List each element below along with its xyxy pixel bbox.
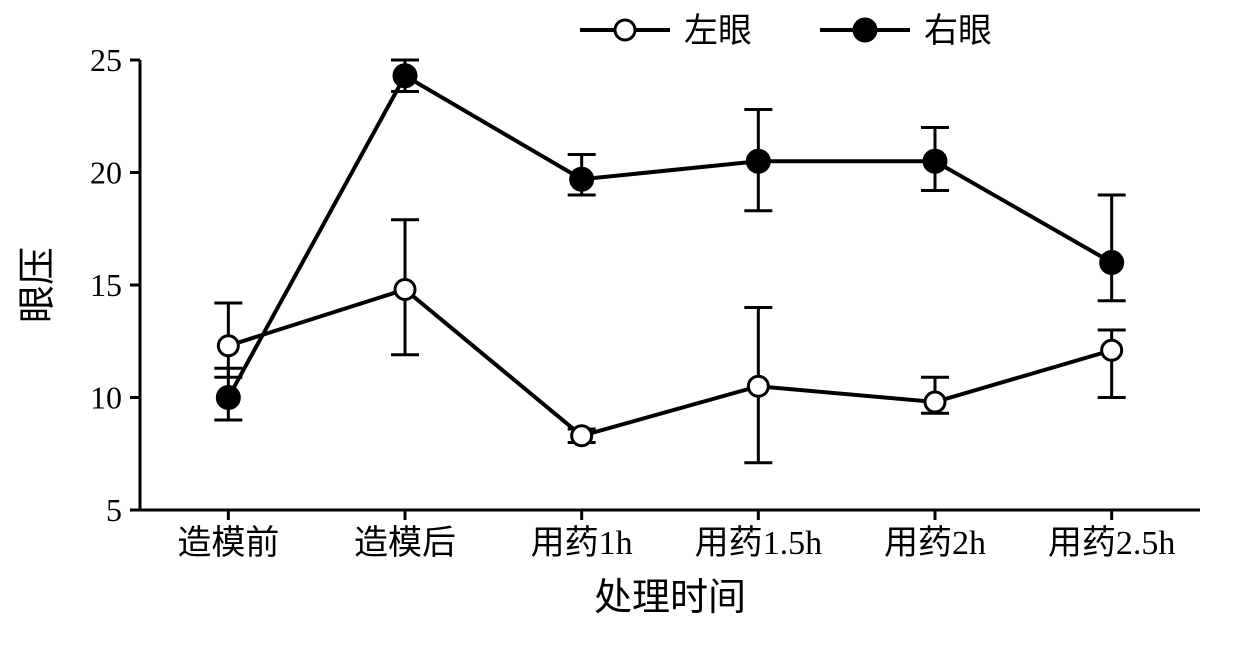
marker-open-circle-icon bbox=[218, 336, 238, 356]
x-tick-label: 用药1.5h bbox=[695, 524, 823, 562]
marker-open-circle-icon bbox=[1102, 340, 1122, 360]
x-axis-title: 处理时间 bbox=[594, 577, 746, 619]
x-tick-label: 用药2.5h bbox=[1048, 524, 1176, 562]
marker-filled-circle-icon bbox=[1101, 252, 1123, 274]
y-tick-label: 20 bbox=[90, 155, 122, 191]
marker-filled-circle-icon bbox=[394, 65, 416, 87]
y-tick-label: 15 bbox=[90, 267, 122, 303]
marker-open-circle-icon bbox=[572, 426, 592, 446]
line-chart: 5 10 15 20 25 造模前 造模后 用药1h 用药1.5h 用药2h 用药2.5h 处理时间 眼… bbox=[0, 0, 1240, 660]
marker-open-circle-icon bbox=[925, 392, 945, 412]
marker-filled-circle-icon bbox=[747, 150, 769, 172]
legend-label: 左眼 bbox=[684, 12, 752, 50]
y-tick-label: 25 bbox=[90, 42, 122, 78]
marker-filled-circle-icon bbox=[924, 150, 946, 172]
marker-filled-circle-icon bbox=[571, 168, 593, 190]
chart-svg: 5 10 15 20 25 造模前 造模后 用药1h 用药1.5h 用药2h 用药2.5h 处理时间 眼… bbox=[0, 0, 1240, 660]
marker-filled-circle-icon bbox=[217, 387, 239, 409]
x-tick-label: 用药1h bbox=[531, 524, 633, 562]
x-tick-label: 造模前 bbox=[177, 524, 279, 562]
legend-marker-icon bbox=[854, 19, 876, 41]
y-tick-label: 10 bbox=[90, 380, 122, 416]
series-右眼 bbox=[214, 60, 1125, 420]
x-tick-label: 造模后 bbox=[354, 524, 456, 562]
series-左眼 bbox=[214, 220, 1125, 463]
legend-label: 右眼 bbox=[924, 12, 992, 50]
x-tick-label: 用药2h bbox=[884, 524, 986, 562]
series-line bbox=[228, 76, 1111, 398]
y-axis-title: 眼压 bbox=[17, 247, 59, 323]
marker-open-circle-icon bbox=[395, 280, 415, 300]
marker-open-circle-icon bbox=[748, 376, 768, 396]
series-line bbox=[228, 290, 1111, 436]
legend-marker-icon bbox=[615, 20, 635, 40]
y-tick-label: 5 bbox=[106, 492, 122, 528]
